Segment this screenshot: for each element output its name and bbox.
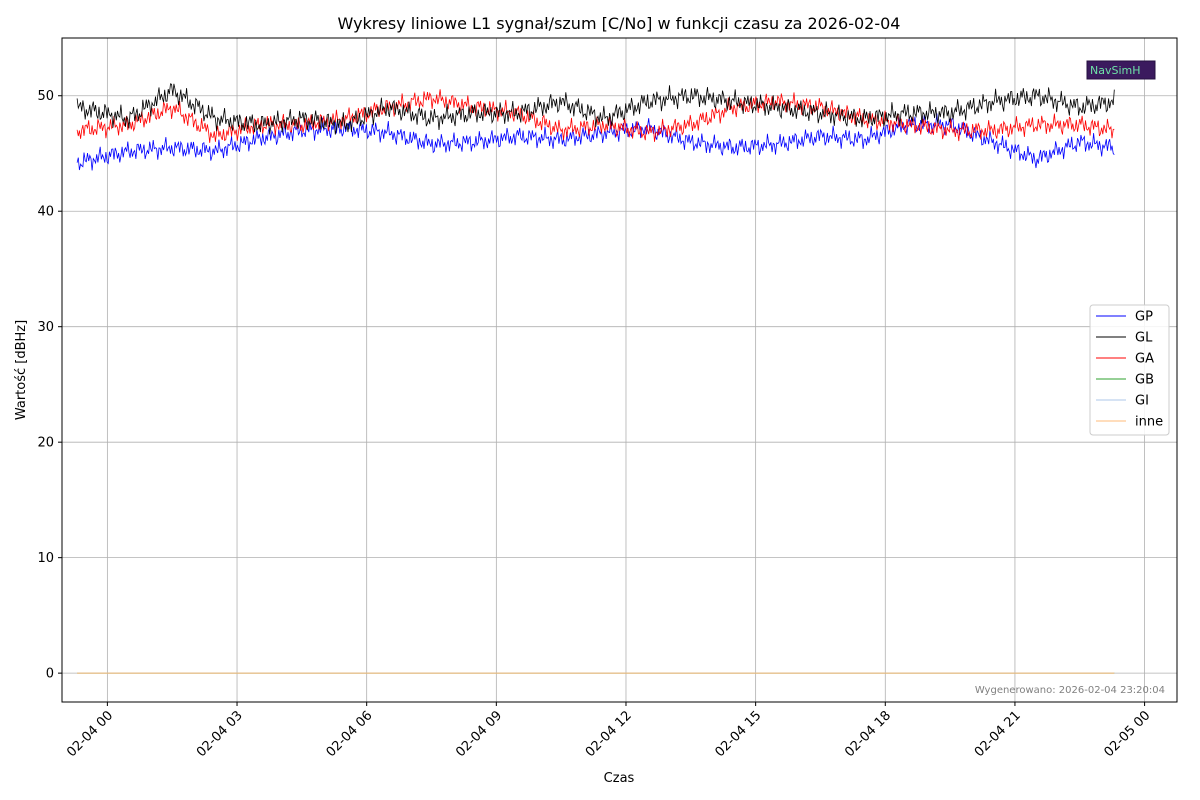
legend: GP GL GA GB GI inne xyxy=(1089,304,1170,436)
legend-label-gb: GB xyxy=(1135,373,1154,388)
legend-label-gl: GL xyxy=(1135,331,1153,346)
navsim-logo: NavSimH xyxy=(1086,60,1156,80)
y-tick-label: 40 xyxy=(37,205,54,220)
y-axis-ticks: 0 10 20 30 40 50 xyxy=(37,89,62,682)
series-layer xyxy=(76,83,1115,674)
legend-label-ga: GA xyxy=(1135,352,1154,367)
y-tick-label: 50 xyxy=(37,89,54,104)
y-tick-label: 30 xyxy=(37,320,54,335)
legend-label-inne: inne xyxy=(1135,415,1163,430)
y-tick-label: 0 xyxy=(46,667,54,682)
y-tick-label: 10 xyxy=(37,551,54,566)
plot-frame xyxy=(61,37,1178,703)
chart-title: Wykresy liniowe L1 sygnał/szum [C/No] w … xyxy=(338,14,901,33)
legend-label-gp: GP xyxy=(1135,310,1153,325)
y-axis-label: Wartość [dBHz] xyxy=(14,320,29,420)
y-tick-label: 20 xyxy=(37,436,54,451)
logo-text: NavSimH xyxy=(1090,64,1141,77)
legend-label-gi: GI xyxy=(1135,394,1149,409)
generated-footer: Wygenerowano: 2026-02-04 23:20:04 xyxy=(975,685,1165,696)
series-line-gl xyxy=(76,83,1115,135)
logo-background xyxy=(1086,60,1156,80)
x-axis-label: Czas xyxy=(604,771,635,786)
